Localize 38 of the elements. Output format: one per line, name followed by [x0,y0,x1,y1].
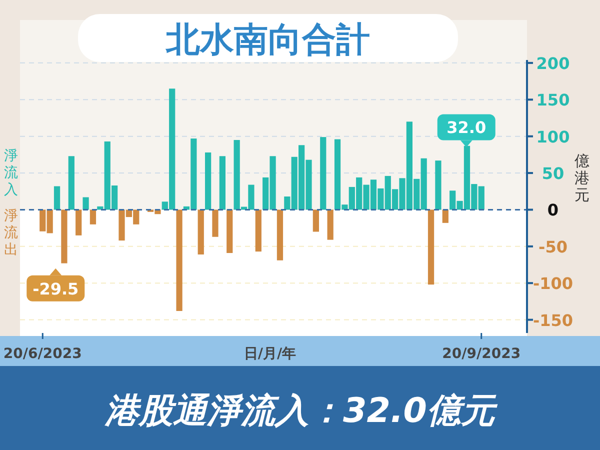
y-tick-label: -50 [538,237,568,256]
y-tick-label: 200 [536,54,570,73]
bar [435,160,442,210]
y-tick-label: 100 [536,127,570,146]
bar [327,210,334,240]
bar [76,210,82,236]
bar [442,210,448,223]
bar [226,210,233,254]
x-tick-label: 20/6/2023 [3,346,82,362]
bar [428,210,434,285]
bar [90,210,96,224]
bar [82,197,89,210]
bar [276,210,284,260]
bar [54,186,60,210]
bar [219,156,226,210]
annotation: -29.5 [32,279,79,298]
chart-title: 北水南向合計 [165,20,370,60]
bar [68,156,74,210]
bar [212,210,218,237]
bar [205,152,212,210]
y-tick-label: 50 [542,164,564,184]
text: 港股通淨流入：32.0億元 [104,391,498,431]
x-axis-title: 日/月/年 [244,346,296,362]
y-tick-label: -150 [532,310,574,330]
bar [255,210,262,252]
annotation: 32.0 [446,118,486,138]
bar [312,210,319,232]
bar [61,210,68,264]
y-axis-title: 億港元 [574,152,590,204]
bar [176,210,182,311]
text: 淨流出 [4,208,18,258]
text: 淨流入 [4,148,18,198]
y-tick-label: 0 [547,200,559,220]
x-tick-label: 20/9/2023 [442,346,521,362]
y-tick-label: -100 [532,274,574,294]
bar [320,137,326,210]
bar [198,210,204,254]
y-tick-label: 150 [536,90,570,110]
